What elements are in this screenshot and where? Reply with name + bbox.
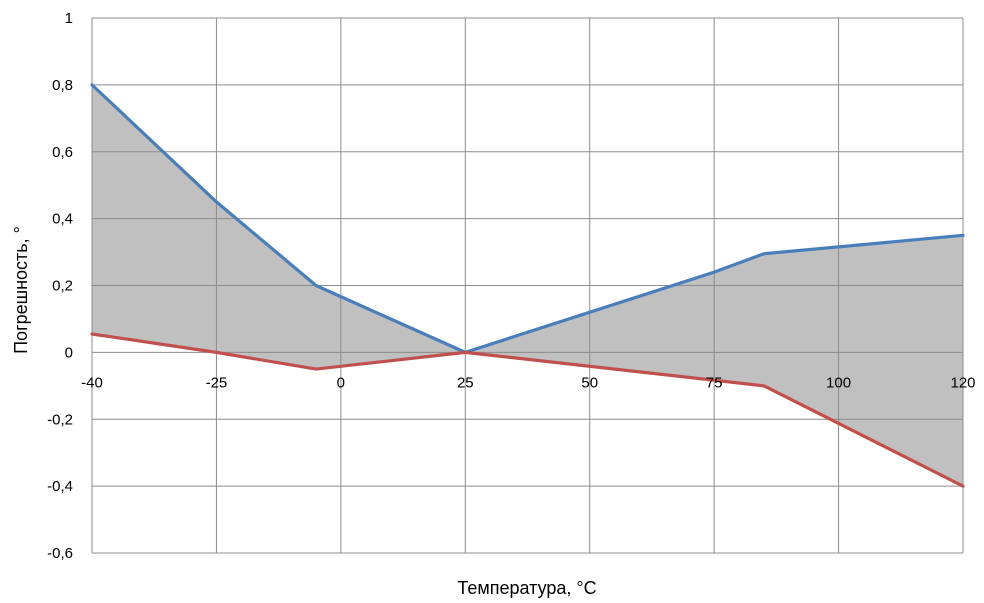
x-tick-label: 0 [337,374,345,391]
y-tick-label: 0,2 [52,278,73,295]
y-tick-label: -0,4 [47,478,73,495]
y-axis-title: Погрешность, ° [11,226,31,354]
x-tick-label: -40 [81,374,103,391]
series-line-2 [90,332,965,488]
x-axis-title: Температура, °С [457,578,596,598]
y-tick-label: 0,8 [52,77,73,94]
x-tick-label: 25 [457,374,474,391]
y-tick-label: -0,6 [47,545,73,562]
x-tick-label: -25 [206,374,228,391]
x-tick-label: 120 [950,374,975,391]
x-tick-label: 100 [826,374,851,391]
y-tick-label: 1 [65,10,73,27]
y-tick-label: -0,2 [47,411,73,428]
x-tick-label: 75 [706,374,723,391]
y-tick-label: 0 [65,344,73,361]
y-tick-label: 0,6 [52,144,73,161]
x-tick-label: 50 [581,374,598,391]
y-tick-label: 0,4 [52,211,73,228]
